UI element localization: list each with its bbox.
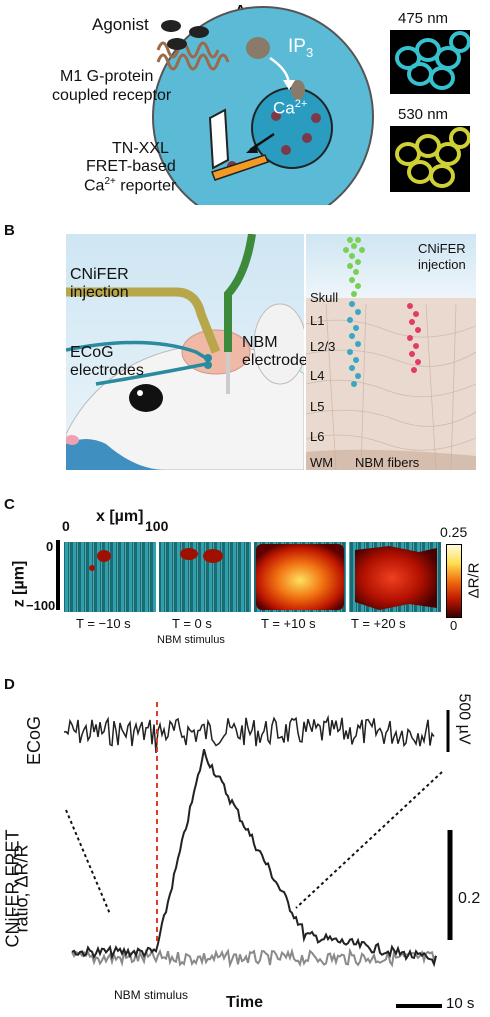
fret-trace-black <box>71 749 437 968</box>
receptor-label-line2: coupled receptor <box>52 87 172 104</box>
x-tick-100: 100 <box>145 518 169 534</box>
colorbar-min: 0 <box>450 618 458 633</box>
fret-label-line2: ratio, ΔR/R <box>11 844 32 933</box>
frame-time-3: T = +20 s <box>351 616 406 631</box>
b-right-cnifer-line2: injection <box>418 257 466 272</box>
layer-label-l23: L2/3 <box>310 339 336 354</box>
reporter-label-line1: TN-XXL <box>112 140 169 157</box>
ecog-label: ECoG <box>24 715 45 766</box>
panel-d-traces <box>64 702 453 969</box>
x-tick-0: 0 <box>62 518 70 534</box>
frame-time-1: T = 0 s <box>172 616 212 631</box>
frame-time-2: T = +10 s <box>261 616 316 631</box>
colorbar-label: ΔR/R <box>465 562 483 599</box>
cyan-fluorescence-image <box>390 30 470 94</box>
layer-label-l6: L6 <box>310 429 325 444</box>
ca-label: Ca2+ <box>273 98 307 119</box>
z-scale-bar <box>56 540 60 610</box>
ip3-label: IP3 <box>288 36 313 60</box>
fret-image-strip <box>64 542 441 612</box>
b-cnifer-label-line2: injection <box>70 284 129 301</box>
time-axis-label: Time <box>226 994 264 1011</box>
b-right-cnifer-line1: CNiFER <box>418 241 466 256</box>
fret-trace-gray <box>71 947 437 969</box>
fret-frame-2 <box>254 542 346 612</box>
receptor-label-line1: M1 G-protein <box>60 68 154 85</box>
layer-label-l5: L5 <box>310 399 325 414</box>
panel-c-letter: C <box>4 496 15 513</box>
yellow-fluorescence-image <box>390 126 470 192</box>
nbm-fibers-label: NBM fibers <box>355 455 420 470</box>
layer-label-skull: Skull <box>310 290 339 305</box>
colorbar-max: 0.25 <box>440 524 468 540</box>
ip3-base: IP <box>288 36 306 57</box>
reporter-label-line3: Ca2+ reporter <box>84 176 177 195</box>
layer-label-wm: WM <box>310 455 334 470</box>
wavelength-530-label: 530 nm <box>398 106 449 123</box>
ecog-trace-line <box>64 714 435 753</box>
panel-d-letter: D <box>4 676 15 693</box>
layer-label-l4: L4 <box>310 368 325 383</box>
z-tick-minus100: −100 <box>26 598 56 613</box>
ca-sup: 2+ <box>294 98 308 110</box>
wavelength-475-label: 475 nm <box>398 10 449 27</box>
z-tick-0: 0 <box>46 539 54 554</box>
panel-a-diagram <box>152 6 374 205</box>
frame-time-0: T = −10 s <box>76 616 131 631</box>
time-scale-label: 10 s <box>446 995 475 1012</box>
panel-b-letter: B <box>4 222 15 239</box>
colorbar <box>446 544 462 618</box>
layer-label-l1: L1 <box>310 313 325 328</box>
ecog-scale-label: 500 µV <box>455 693 473 745</box>
b-nbm-label-line1: NBM <box>242 334 278 351</box>
ca-base: Ca <box>273 98 295 118</box>
b-ecog-label-line2: electrodes <box>70 362 144 379</box>
ip3-sub: 3 <box>305 44 314 60</box>
c-stimulus-note: NBM stimulus <box>157 634 225 646</box>
fret-frame-0 <box>64 542 156 612</box>
fret-scale-label: 0.2 <box>458 890 481 907</box>
d-stimulus-label: NBM stimulus <box>114 988 189 1002</box>
rat-illustration <box>66 234 304 470</box>
b-nbm-label-line2: electrode <box>242 352 308 369</box>
x-axis-label: x [µm] <box>96 508 144 525</box>
fret-frame-3 <box>349 542 441 612</box>
fret-frame-1 <box>159 542 251 612</box>
b-ecog-label-line1: ECoG <box>70 344 114 361</box>
time-scale-bar <box>396 1004 442 1008</box>
reporter-label-line2: FRET-based <box>86 158 176 175</box>
cortex-illustration <box>306 234 476 470</box>
agonist-label: Agonist <box>92 15 149 34</box>
b-cnifer-label-line1: CNiFER <box>70 266 129 283</box>
